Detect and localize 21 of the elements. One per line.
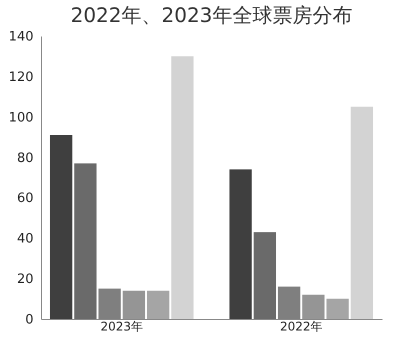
- bar: [326, 298, 349, 319]
- bar: [122, 290, 146, 319]
- bar: [350, 106, 374, 319]
- chart-title: 2022年、2023年全球票房分布: [70, 3, 352, 27]
- bar: [146, 290, 170, 319]
- bar: [254, 232, 276, 319]
- bar: [302, 294, 325, 319]
- y-tick-label: 40: [16, 232, 34, 247]
- x-tick-label: 2022年: [280, 320, 323, 334]
- bar: [171, 56, 194, 319]
- y-tick-label: 60: [16, 191, 34, 206]
- y-tick-label: 120: [8, 70, 34, 85]
- bar: [50, 135, 72, 319]
- x-tick-label: 2023年: [100, 320, 144, 334]
- y-tick-label: 20: [16, 272, 34, 288]
- bar: [229, 169, 252, 319]
- y-tick-label: 0: [25, 312, 34, 328]
- y-tick-label: 100: [8, 110, 34, 126]
- bar: [74, 163, 97, 319]
- y-tick-label: 80: [16, 150, 34, 166]
- y-tick-label: 140: [8, 30, 34, 44]
